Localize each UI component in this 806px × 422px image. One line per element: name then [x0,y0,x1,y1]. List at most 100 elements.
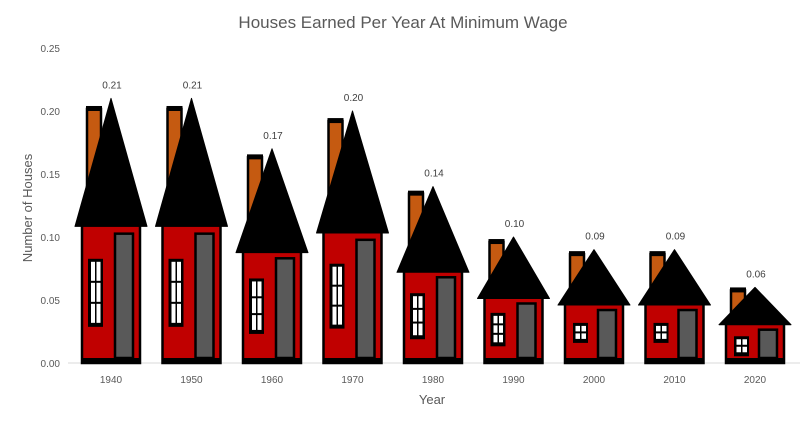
house-foundation [161,358,222,363]
window-pane [332,266,337,285]
data-label: 0.09 [666,232,686,243]
window-pane [332,286,337,305]
window-pane [91,261,95,281]
house-roof [155,97,228,227]
house-foundation [564,358,624,363]
window-pane [338,306,342,325]
data-label: 0.14 [424,169,444,180]
window-pane [742,339,747,345]
chimney-cap [730,287,746,293]
chimney-cap [86,105,102,111]
house-bar [235,148,309,365]
window-pane [418,309,423,322]
house-door [355,238,376,360]
window-pane [581,333,586,339]
window-pane [91,282,95,302]
window-pane [499,315,503,324]
y-tick-label: 0.25 [41,44,61,55]
data-labels: 0.21 0.21 0.17 0.20 0.14 0.10 0.09 0.09 0.06 [102,80,766,280]
window-pane [662,325,667,332]
house-foundation [242,358,302,363]
x-tick-label: 2020 [744,375,767,386]
y-tick-label: 0.00 [41,359,61,370]
data-label: 0.20 [344,93,364,104]
window-pane [736,346,741,353]
house-door [435,276,457,360]
window-pane [96,261,101,281]
y-tick-label: 0.10 [41,233,61,244]
house-roof [74,97,148,227]
window-pane [96,303,101,323]
house-door [274,257,296,360]
house-roof [557,249,631,306]
house-door [757,328,779,360]
chimney-cap [247,154,263,160]
window-pane [581,325,586,332]
x-tick-label: 2000 [583,375,606,386]
data-label: 0.06 [746,269,766,280]
window-pane [177,261,181,281]
window-pane [418,296,423,308]
x-tick-label: 1960 [261,375,284,386]
window-pane [171,303,176,323]
window-pane [91,303,95,323]
house-door [516,302,537,360]
house-door [194,232,215,360]
window-pane [575,333,580,339]
house-foundation [725,358,785,363]
window-pane [499,325,503,333]
window-pane [575,325,580,332]
data-label: 0.09 [585,232,605,243]
window-pane [413,323,417,336]
x-tick-label: 1980 [422,375,445,386]
house-foundation [644,358,705,363]
house-bar [477,236,550,365]
window-pane [96,282,101,302]
chimney-cap [327,118,344,124]
house-bar [316,110,389,365]
chimney-cap [649,251,666,257]
y-axis-title: Number of Houses [20,153,35,262]
data-label: 0.17 [263,131,283,142]
window-pane [656,325,661,332]
window-pane [736,339,741,345]
house-door [596,308,618,360]
x-tick-label: 1970 [341,375,364,386]
house-bar [557,249,631,365]
window-pane [338,266,342,285]
house-bar [638,249,711,365]
window-pane [493,325,498,333]
house-roof [638,249,711,306]
house-door [113,232,135,360]
x-axis-ticks: 1940 1950 1960 1970 1980 1990 2000 2010 2020 [100,375,767,386]
window-pane [413,296,417,308]
window-pane [418,323,423,336]
window-pane [499,334,503,343]
house-foundation [322,358,383,363]
x-axis-title: Year [419,392,446,407]
house-foundation [81,358,141,363]
house-roof [316,110,389,234]
house-roof [477,236,550,299]
window-pane [177,303,181,323]
x-tick-label: 2010 [663,375,686,386]
x-tick-label: 1990 [502,375,525,386]
house-roof [235,148,309,254]
house-foundation [483,358,544,363]
house-foundation [403,358,463,363]
house-bar [718,286,792,365]
x-tick-label: 1950 [180,375,203,386]
window-pane [662,333,667,339]
data-label: 0.21 [102,80,122,91]
window-pane [257,315,262,330]
window-pane [252,315,256,330]
window-pane [177,282,181,302]
chimney-cap [488,239,505,245]
window-pane [742,346,747,353]
window-pane [171,261,176,281]
chimney-cap [569,251,585,257]
house-bar [396,186,470,365]
house-roof [718,286,792,326]
y-tick-label: 0.20 [41,107,61,118]
